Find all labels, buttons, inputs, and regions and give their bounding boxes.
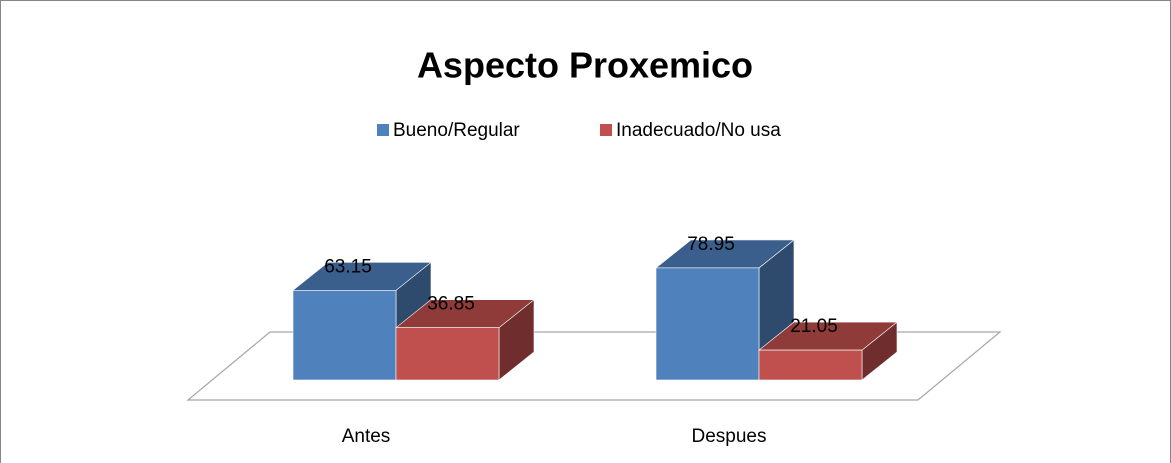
bar-front [292,290,397,381]
x-tick-label: Antes [342,426,391,447]
data-label: 21.05 [790,316,838,337]
data-label: 78.95 [687,234,735,255]
legend-label: Bueno/Regular [393,120,520,141]
legend-swatch [377,124,389,136]
bar [395,299,535,381]
bar-front [395,327,500,381]
chart-title: Aspecto Proxemico [417,45,753,86]
x-tick-label: Despues [692,426,767,447]
legend-swatch [600,124,612,136]
bar-front [655,267,760,381]
bar [758,321,898,381]
legend-label: Inadecuado/No usa [616,120,781,141]
floor [186,331,1002,401]
bar-front [758,349,863,381]
data-label: 63.15 [324,256,372,277]
data-label: 36.85 [427,294,475,315]
